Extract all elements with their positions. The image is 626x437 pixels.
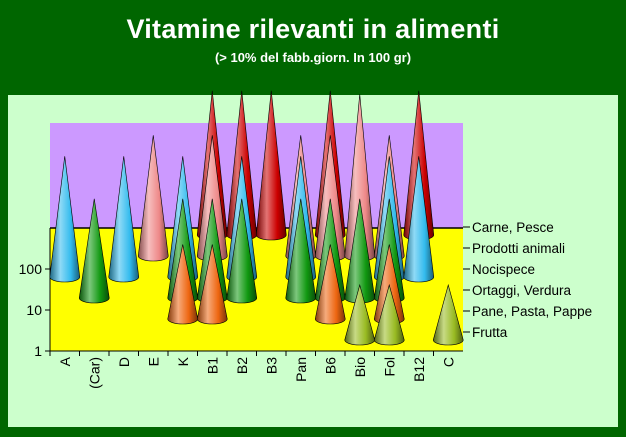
series-label: Ortaggi, Verdura [472,283,572,298]
cone-bar [314,244,346,325]
x-tick-label: Bio [352,357,368,377]
series-row [78,198,405,304]
cone-bar [403,156,435,283]
series-label: Frutta [472,325,508,340]
cone-bar [373,283,405,346]
chart-title: Vitamine rilevanti in alimenti [126,14,500,44]
cone-bar [108,156,140,283]
x-tick-label: (Car) [86,357,102,389]
plot-area-upper [50,123,463,228]
x-tick-label: A [57,356,73,366]
cone-bar [226,198,258,304]
cone-bar [137,135,169,262]
cone-marks [49,90,464,346]
x-tick-label: B2 [234,357,250,374]
series-labels: Carne, Pesce Prodotti animali Nocispece Ort… [463,220,592,340]
y-axis-ticks: 1 10 100 [19,261,50,359]
x-tick-label: B12 [411,357,427,382]
x-tick-label: B6 [322,357,338,374]
x-tick-label: Fol [381,357,397,376]
series-label: Pane, Pasta, Pappe [472,304,592,319]
x-tick-label: Pan [293,357,309,382]
x-tick-label: K [175,356,191,366]
cone-bar [255,90,287,241]
x-tick-label: B1 [204,357,220,374]
y-tick-label: 10 [26,302,42,318]
cone-bar [78,198,110,304]
cone-bar [196,244,228,325]
series-label: Nocispece [472,262,535,277]
y-tick-label: 100 [19,261,43,277]
cone-bar [49,156,81,283]
x-tick-label: E [145,357,161,366]
x-axis-ticks: A (Car) D E K B1 B2 B3 Pan B6 Bio Fol B12 C [49,351,456,389]
chart-subtitle: (> 10% del fabb.giorn. In 100 gr) [214,50,412,65]
series-label: Carne, Pesce [472,220,554,235]
x-tick-label: B3 [263,357,279,374]
y-tick-label: 1 [34,343,42,359]
series-row [344,283,464,346]
series-label: Prodotti animali [472,241,565,256]
x-tick-label: D [116,357,132,367]
x-tick-label: C [440,357,456,367]
cone-bar [432,283,464,346]
